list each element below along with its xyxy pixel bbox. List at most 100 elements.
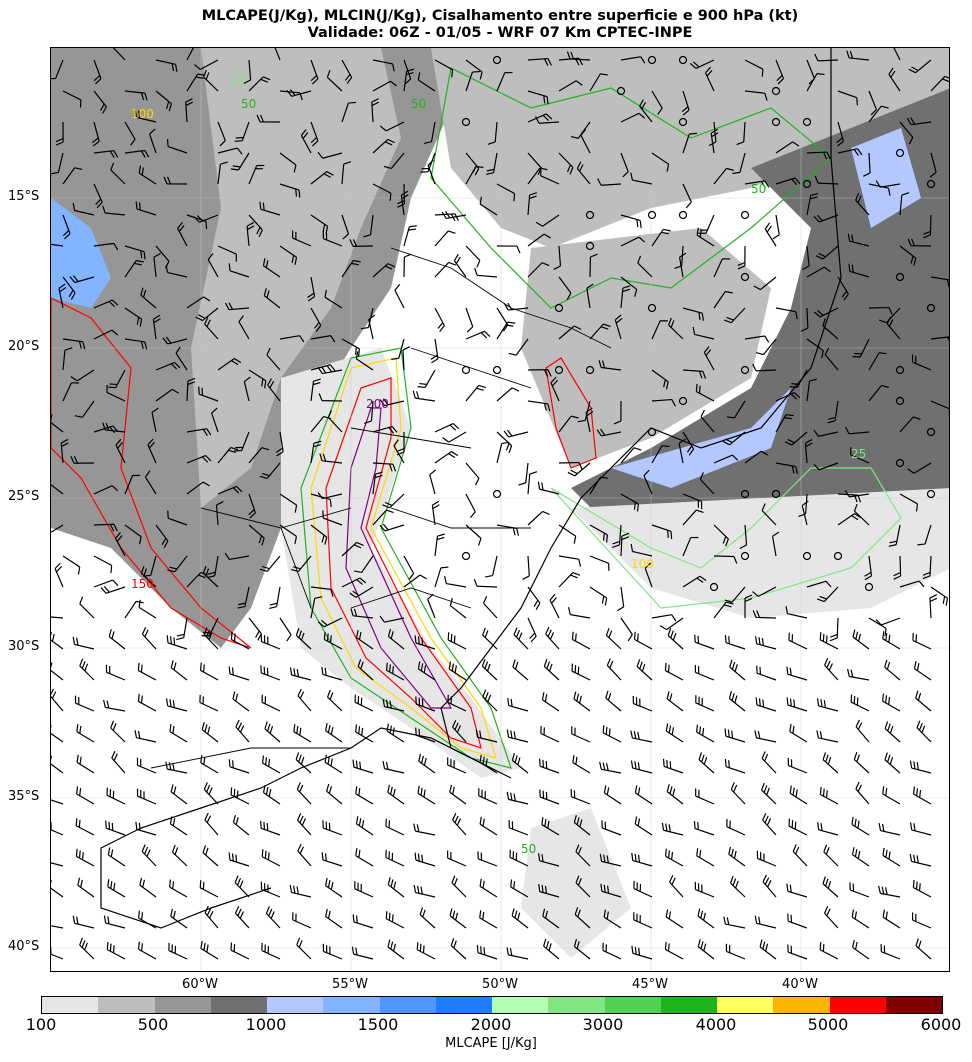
contour-label: 150 <box>131 577 154 591</box>
wind-barb <box>761 782 777 805</box>
wind-barb <box>93 59 102 85</box>
wind-barb-shape <box>882 847 901 867</box>
wind-barb <box>637 255 653 278</box>
wind-barb <box>852 629 870 650</box>
wind-barb <box>207 253 219 278</box>
wind-barb-shape <box>379 615 405 623</box>
wind-barb-shape <box>262 785 281 805</box>
wind-barb-shape <box>814 53 839 62</box>
wind-barb-shape <box>479 196 498 216</box>
wind-barb <box>260 881 281 898</box>
wind-barb <box>558 524 577 544</box>
wind-barb-shape <box>166 635 188 650</box>
wind-barb-shape <box>103 915 126 929</box>
wind-barb <box>630 760 653 774</box>
wind-barb-shape <box>585 407 594 433</box>
wind-barb-shape <box>558 80 583 92</box>
wind-barb <box>620 532 630 557</box>
wind-barb <box>138 599 157 619</box>
wind-barb-shape <box>496 431 513 454</box>
map-panel: 50 25 100 150 200 50 50 100 25 50 <box>50 47 950 972</box>
wind-barb <box>855 781 870 805</box>
wind-barb-shape <box>434 423 460 433</box>
wind-barb-shape <box>800 307 809 332</box>
wind-barb <box>507 697 529 712</box>
calm-wind-circle <box>771 117 781 127</box>
wind-barb-shape <box>761 751 777 774</box>
wind-barb <box>403 574 427 588</box>
wind-barb-shape <box>602 725 622 743</box>
wind-barb-shape <box>248 447 270 464</box>
wind-barb <box>589 476 609 495</box>
wind-barb-shape <box>508 820 529 836</box>
wind-barb-shape <box>165 761 188 774</box>
calm-wind-circle <box>554 303 564 313</box>
wind-barb-shape <box>713 454 739 464</box>
wind-barb <box>775 177 801 186</box>
wind-barb-shape <box>350 608 374 619</box>
wind-barb-shape <box>387 784 405 805</box>
wind-barb <box>930 336 949 344</box>
wind-barb-shape <box>138 599 157 619</box>
wind-barb-shape <box>465 493 476 519</box>
wind-barb-shape <box>465 165 484 185</box>
wind-barb <box>317 151 343 159</box>
wind-barb <box>576 161 591 185</box>
colorbar-tick: 500 <box>137 1015 169 1034</box>
calm-wind-circle <box>802 551 812 561</box>
wind-barb-shape <box>761 782 777 805</box>
wind-barb <box>899 192 910 216</box>
wind-barb-shape <box>175 346 188 371</box>
wind-barb <box>651 445 670 464</box>
calm-wind-circle <box>895 272 905 282</box>
wind-barb-shape <box>527 192 538 216</box>
wind-barb <box>661 822 684 836</box>
wind-barb-shape <box>371 98 380 123</box>
wind-barb <box>102 205 126 216</box>
wind-barb <box>496 245 521 254</box>
wind-barb-shape <box>292 230 312 247</box>
calm-wind-circle <box>771 86 781 96</box>
wind-barb-shape <box>349 239 374 247</box>
wind-barb <box>155 361 181 371</box>
wind-barb-shape <box>681 90 690 116</box>
wind-barb <box>76 754 95 774</box>
wind-barb-shape <box>351 946 374 960</box>
wind-barb-shape <box>167 555 188 573</box>
wind-barb <box>217 358 242 371</box>
wind-barb-shape <box>391 338 405 360</box>
wind-barb <box>355 848 374 867</box>
wind-barb-shape <box>355 724 374 743</box>
wind-barb-shape <box>349 586 374 598</box>
wind-barb-shape <box>771 531 780 557</box>
wind-barb <box>135 821 157 836</box>
wind-barb-shape <box>51 59 64 80</box>
wind-barb <box>567 462 591 477</box>
wind-barb-shape <box>169 816 188 836</box>
wind-barb <box>704 66 715 92</box>
contour-label: 100 <box>131 107 154 121</box>
wind-barb <box>651 524 673 539</box>
wind-barb-shape <box>837 148 863 156</box>
wind-barb <box>804 438 813 464</box>
wind-barb <box>256 114 281 123</box>
wind-barb-shape <box>911 354 932 371</box>
wind-barb <box>310 335 336 343</box>
wind-barb <box>922 555 932 580</box>
wind-barb-shape <box>326 783 343 805</box>
wind-barb <box>762 874 777 898</box>
wind-barb-shape <box>153 252 161 278</box>
wind-barb-shape <box>868 90 877 116</box>
wind-barb-shape <box>317 617 343 628</box>
wind-barb <box>868 105 889 123</box>
wind-barb <box>169 879 188 898</box>
wind-barb <box>372 263 396 278</box>
wind-barb-shape <box>606 658 622 681</box>
wind-barb-shape <box>787 757 808 774</box>
wind-barb <box>868 384 890 402</box>
wind-barb <box>149 128 157 154</box>
shear-contour-green <box>430 67 832 309</box>
wind-barb-shape <box>322 943 343 960</box>
wind-barb <box>700 409 715 433</box>
wind-barb-shape <box>372 462 397 472</box>
